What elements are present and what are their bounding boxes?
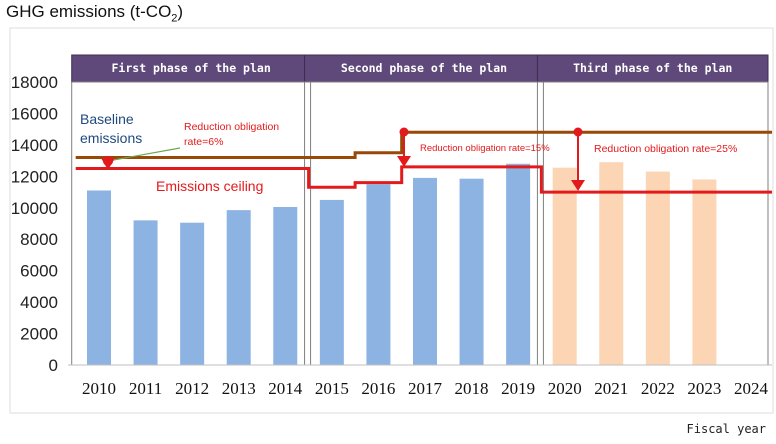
rate3-label: Reduction obligation rate=25% [594,143,737,155]
chart-title-subscript: 2 [171,12,178,25]
chart-title: GHG emissions (t-CO2) [6,2,183,24]
bar-2010 [87,190,111,365]
y-tick-2000: 2000 [20,325,58,344]
phase-label-2: Second phase of the plan [341,61,507,75]
baseline-label-line2: emissions [80,130,142,146]
bar-2011 [133,220,158,365]
x-tick-2010: 2010 [82,379,116,398]
baseline-label-line1: Baseline [80,111,134,127]
x-tick-2019: 2019 [501,379,535,398]
reduction-arrow-phase3 [571,127,585,191]
plot-frame [9,27,774,414]
y-tick-4000: 4000 [20,293,58,312]
reduction-arrow-phase2 [397,127,411,167]
chart-title-text: GHG emissions (t-CO [6,2,172,21]
bar-2023 [692,179,717,365]
emissions-ceiling-line [75,165,772,194]
phase-banners: First phase of the plan Second phase of t… [71,54,769,83]
bar-2017 [412,177,437,365]
y-tick-6000: 6000 [20,262,58,281]
x-axis-label: Fiscal year [686,422,766,436]
x-tick-2016: 2016 [361,379,395,398]
rate1-label-line1: Reduction obligation [184,121,279,133]
ceiling-label: Emissions ceiling [156,178,263,194]
reduction-arrow-phase1 [101,156,115,170]
bar-2018 [459,178,484,365]
bar-2012 [180,222,205,365]
bar-2021 [599,162,624,365]
y-axis-ticks: 0 2000 4000 6000 8000 10000 12000 14000 16000 180… [11,73,58,375]
x-tick-2018: 2018 [455,379,489,398]
y-tick-10000: 10000 [11,199,58,218]
bar-2015 [319,199,344,365]
x-axis-ticks: 2010 2011 2012 2013 2014 2015 2016 2017 2018 2019… [82,379,768,398]
x-tick-2022: 2022 [641,379,675,398]
bar-2013 [226,210,251,365]
emission-bars [87,162,717,365]
y-tick-14000: 14000 [11,136,58,155]
bar-2022 [645,171,670,365]
x-tick-2011: 2011 [129,379,162,398]
bar-2019 [506,163,531,365]
y-tick-0: 0 [49,356,58,375]
chart-title-end: ) [177,2,184,21]
bar-2016 [366,184,391,365]
x-tick-2017: 2017 [408,379,443,398]
y-tick-8000: 8000 [20,230,58,249]
rate2-label: Reduction obligation rate=15% [420,143,550,154]
phase-label-3: Third phase of the plan [573,61,732,75]
x-tick-2020: 2020 [548,379,582,398]
y-tick-16000: 16000 [11,104,58,123]
x-tick-2015: 2015 [315,379,349,398]
x-tick-2023: 2023 [687,379,721,398]
x-tick-2014: 2014 [268,379,303,398]
baseline-pointer-line [107,147,181,162]
x-tick-2024: 2024 [734,379,769,398]
x-tick-2012: 2012 [175,379,209,398]
phase-banner-1 [71,54,312,83]
phase-banner-2 [304,54,544,83]
rate1-label-line2: rate=6% [184,136,223,148]
y-tick-18000: 18000 [11,73,58,92]
phase-label-1: First phase of the plan [112,61,271,75]
bar-2020 [552,167,577,365]
x-tick-2013: 2013 [222,379,256,398]
y-tick-12000: 12000 [11,167,58,186]
bar-2014 [273,206,298,365]
x-tick-2021: 2021 [594,379,628,398]
